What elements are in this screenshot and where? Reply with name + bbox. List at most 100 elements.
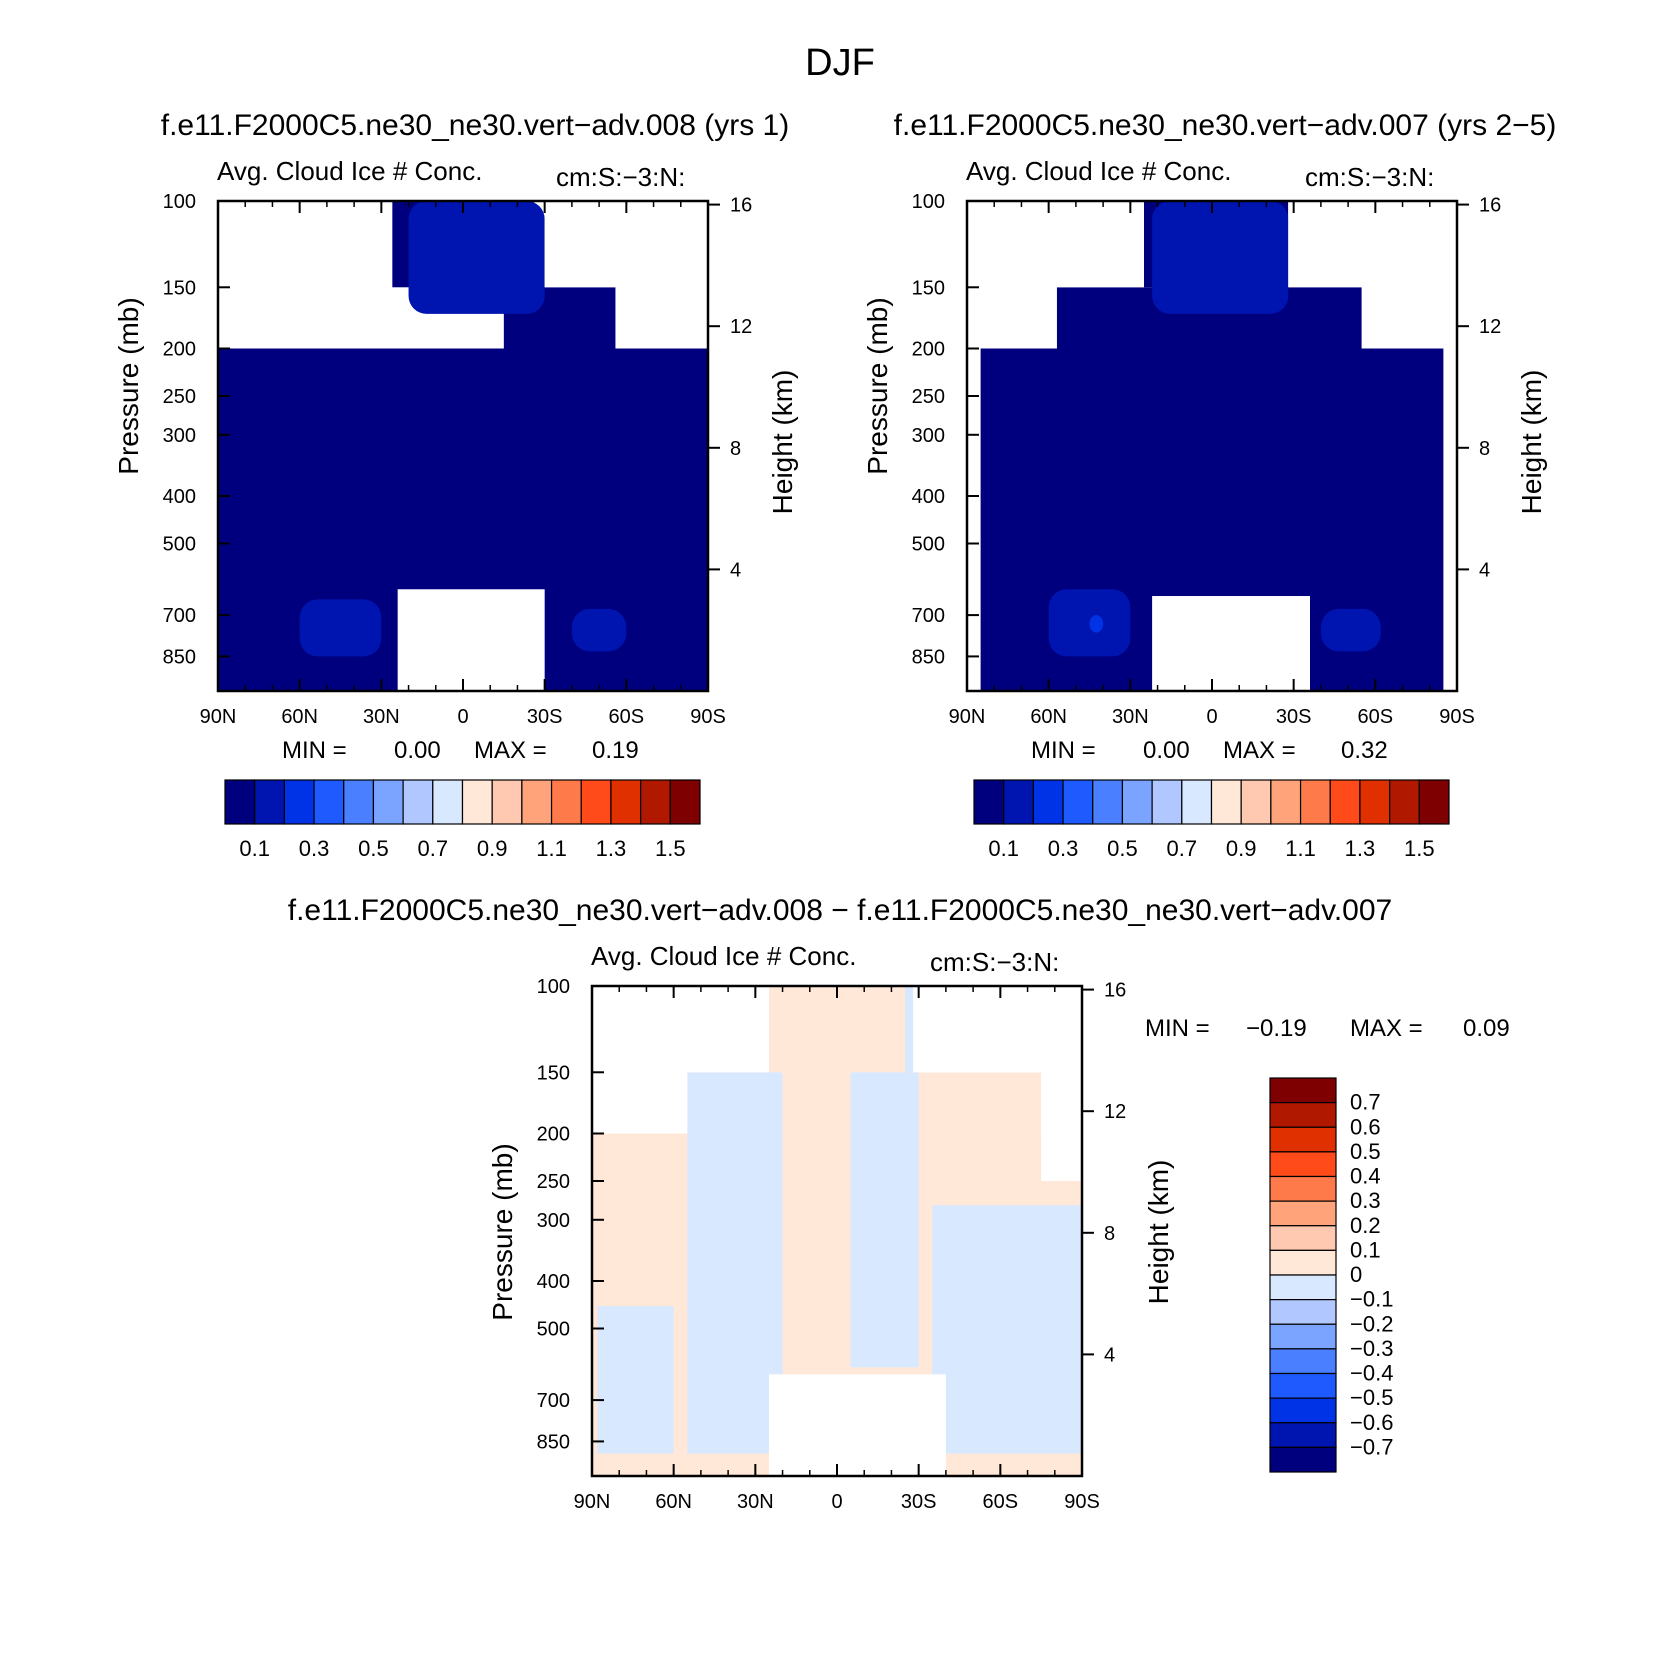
y-tick-label: 500 <box>912 533 945 555</box>
colorbar-label: −0.6 <box>1350 1410 1393 1435</box>
x-tick-label: 30N <box>1112 706 1149 728</box>
x-tick-label: 60S <box>983 1491 1019 1513</box>
y-tick-label: 250 <box>163 386 196 408</box>
colorbar-box <box>1269 1323 1337 1350</box>
plot-area <box>967 201 1457 691</box>
y2-tick-label: 12 <box>1479 316 1501 338</box>
y-tick-label: 300 <box>163 425 196 447</box>
colorbar-label: 0.3 <box>299 836 330 861</box>
colorbar-box <box>461 779 493 825</box>
x-tick-label: 90N <box>200 706 237 728</box>
y-tick-label: 300 <box>537 1210 570 1232</box>
missing-region-2 <box>967 201 1057 349</box>
colorbar-label: −0.7 <box>1350 1434 1393 1459</box>
colorbar-box <box>1269 1151 1337 1178</box>
y2-tick-label: 8 <box>730 438 741 460</box>
colorbar-box <box>283 779 315 825</box>
min-value: 0.00 <box>394 737 441 764</box>
missing-region-4 <box>768 1374 946 1476</box>
y2-tick-label: 4 <box>1104 1344 1115 1366</box>
colorbar-box <box>1299 779 1331 825</box>
missing-region-4 <box>1152 596 1310 691</box>
contour-region-4 <box>1048 589 1131 657</box>
max-value: 0.32 <box>1341 737 1388 764</box>
colorbar-box <box>1269 1249 1337 1276</box>
contour-region-6 <box>597 1306 674 1454</box>
colorbar-box <box>1003 779 1034 825</box>
colorbar-label: −0.1 <box>1350 1287 1393 1312</box>
missing-region-3 <box>1361 201 1457 349</box>
colorbar-box <box>973 779 1005 825</box>
colorbar-box <box>224 779 256 825</box>
colorbar-box <box>1269 1175 1337 1202</box>
y-tick-label: 700 <box>537 1390 570 1412</box>
y-tick-label: 500 <box>163 533 196 555</box>
y-tick-label: 100 <box>163 191 196 213</box>
colorbar-label: 1.5 <box>655 836 686 861</box>
y2-tick-label: 4 <box>730 559 741 581</box>
colorbar-box <box>610 779 642 825</box>
colorbar-box <box>343 779 375 825</box>
case-title: f.e11.F2000C5.ne30_ne30.vert−adv.008 (yr… <box>161 109 789 142</box>
colorbar-box <box>1151 779 1183 825</box>
colorbar-label: 0.1 <box>239 836 270 861</box>
colorbar-box <box>1240 779 1272 825</box>
x-tick-label: 30S <box>901 1491 937 1513</box>
colorbar-box <box>550 779 582 825</box>
max-label: MAX = <box>1350 1015 1423 1042</box>
min-label: MIN = <box>1145 1015 1210 1042</box>
y2-axis-label: Height (km) <box>767 370 798 515</box>
x-tick-label: 0 <box>831 1491 842 1513</box>
units-label: cm:S:−3:N: <box>556 162 685 192</box>
y2-tick-label: 16 <box>730 195 752 217</box>
colorbar-box <box>1270 779 1302 825</box>
missing-region-3 <box>544 201 708 288</box>
y2-axis-label: Height (km) <box>1516 370 1547 515</box>
y-tick-label: 850 <box>537 1431 570 1453</box>
colorbar-box <box>491 779 523 825</box>
y-tick-label: 850 <box>163 646 196 668</box>
x-tick-label: 30N <box>737 1491 774 1513</box>
colorbar-box <box>1121 779 1153 825</box>
colorbar-box <box>1269 1200 1337 1227</box>
x-tick-label: 90N <box>574 1491 611 1513</box>
colorbar-box <box>1389 779 1420 825</box>
y2-tick-label: 16 <box>1479 195 1501 217</box>
y-tick-label: 100 <box>537 976 570 998</box>
colorbar-box <box>254 779 285 825</box>
y-tick-label: 150 <box>163 277 196 299</box>
y-tick-label: 300 <box>912 425 945 447</box>
colorbar-label: 0 <box>1350 1262 1362 1287</box>
colorbar-label: 1.1 <box>536 836 567 861</box>
colorbar-label: −0.5 <box>1350 1385 1393 1410</box>
colorbar-box <box>640 779 671 825</box>
colorbar-label: 1.3 <box>596 836 627 861</box>
missing-region-3 <box>1041 986 1082 1181</box>
min-label: MIN = <box>282 737 347 764</box>
x-tick-label: 0 <box>1206 706 1217 728</box>
y-tick-label: 150 <box>537 1062 570 1084</box>
x-tick-label: 60S <box>1358 706 1394 728</box>
variable-title: Avg. Cloud Ice # Conc. <box>591 941 856 971</box>
y-tick-label: 200 <box>912 339 945 361</box>
colorbar-label: −0.3 <box>1350 1336 1393 1361</box>
colorbar-label: 0.3 <box>1350 1188 1381 1213</box>
x-tick-label: 90S <box>1439 706 1475 728</box>
colorbar-label: 0.5 <box>1107 836 1138 861</box>
colorbar-label: −0.2 <box>1350 1311 1393 1336</box>
colorbar-label: 0.6 <box>1350 1114 1381 1139</box>
min-value: 0.00 <box>1143 737 1190 764</box>
missing-region-2 <box>592 986 688 1134</box>
y2-tick-label: 16 <box>1104 980 1126 1002</box>
colorbar-box <box>1418 779 1450 825</box>
contour-region-3 <box>1152 201 1289 314</box>
colorbar-box <box>580 779 612 825</box>
x-tick-label: 60S <box>609 706 645 728</box>
colorbar-box <box>1269 1372 1337 1399</box>
colorbar-label: 0.7 <box>1350 1090 1381 1115</box>
y-axis-label: Pressure (mb) <box>487 1143 518 1320</box>
x-tick-label: 90S <box>1064 1491 1100 1513</box>
min-label: MIN = <box>1031 737 1096 764</box>
y-axis-label: Pressure (mb) <box>113 297 144 474</box>
y2-tick-label: 8 <box>1104 1223 1115 1245</box>
